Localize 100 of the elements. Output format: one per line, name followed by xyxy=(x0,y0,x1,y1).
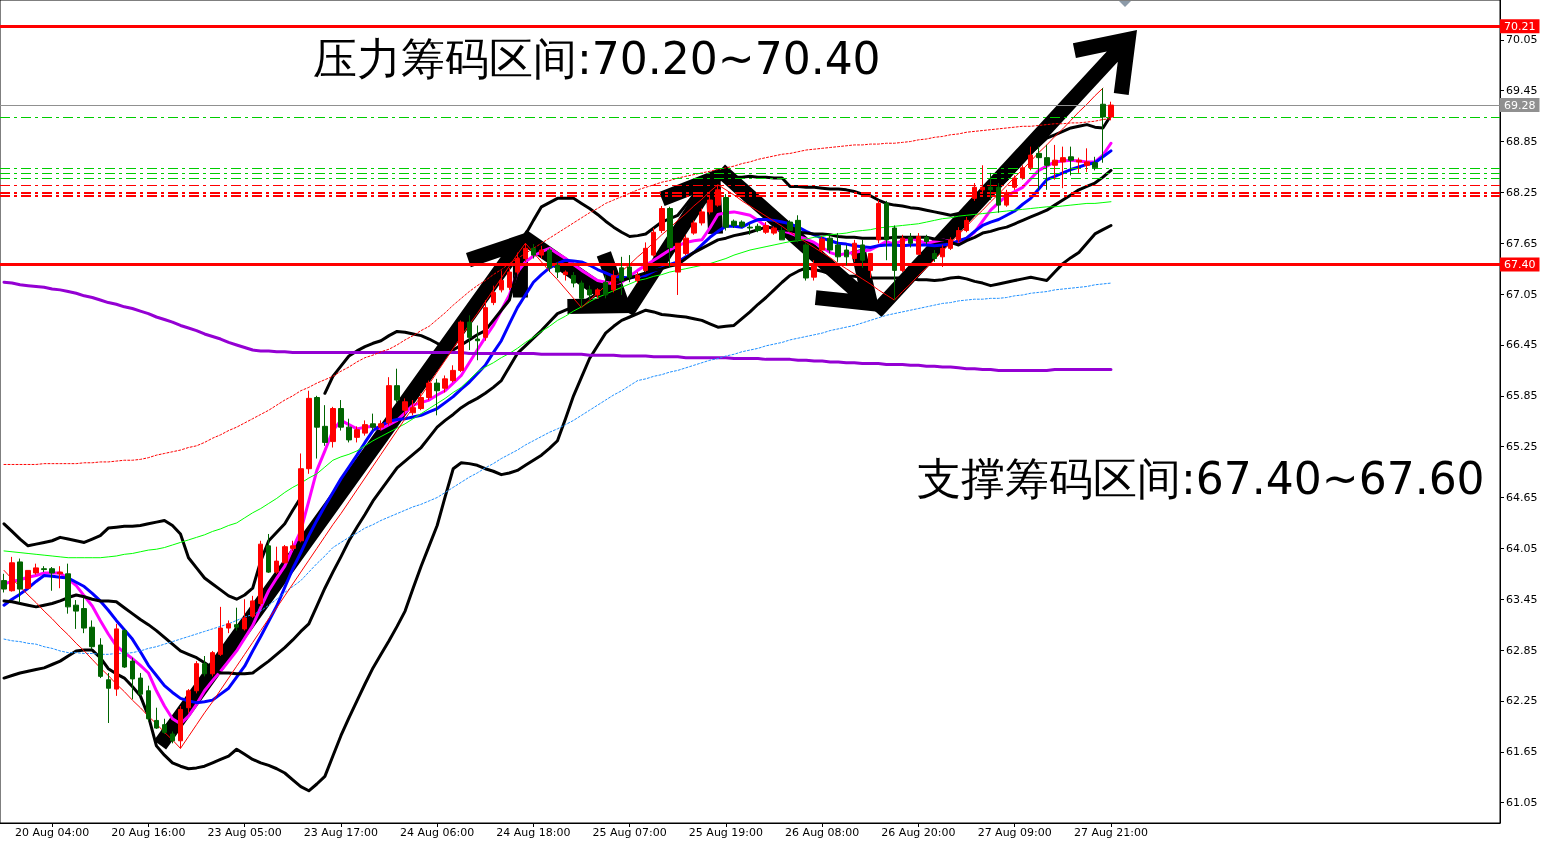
candlestick xyxy=(595,287,600,299)
candlestick xyxy=(33,563,39,576)
candlestick xyxy=(964,216,969,233)
candlestick xyxy=(924,234,929,245)
candlestick xyxy=(739,219,745,229)
y-tick-label: 66.45 xyxy=(1506,338,1538,352)
candlestick xyxy=(667,206,673,268)
candlestick xyxy=(603,274,608,299)
candlestick xyxy=(1068,146,1074,176)
candlestick xyxy=(394,368,400,404)
candlestick xyxy=(747,223,753,236)
candlestick xyxy=(306,390,312,475)
candlestick xyxy=(386,376,392,426)
candlestick xyxy=(771,225,777,236)
candlestick xyxy=(242,598,247,632)
annotation: 支撑筹码区间:67.40~67.60 xyxy=(917,453,1485,504)
candlestick xyxy=(619,256,624,296)
candlestick xyxy=(410,399,416,416)
y-tick-label: 64.65 xyxy=(1506,491,1538,505)
candlestick xyxy=(186,688,191,714)
ref-line-label: 67.40 xyxy=(1504,257,1536,271)
x-tick-label: 26 Aug 08:00 xyxy=(785,826,860,839)
candlestick xyxy=(290,540,296,552)
candlestick xyxy=(338,399,344,432)
candlestick xyxy=(418,392,424,411)
candlestick xyxy=(106,672,111,724)
y-tick-label: 62.25 xyxy=(1506,694,1538,708)
candlestick xyxy=(835,232,841,263)
y-tick-label: 64.05 xyxy=(1506,541,1538,555)
candlestick xyxy=(346,418,352,443)
candlestick xyxy=(651,227,656,258)
candlestick xyxy=(876,199,881,244)
candlestick xyxy=(932,249,937,263)
candlestick xyxy=(266,533,271,574)
candlestick xyxy=(162,718,167,735)
candlestick xyxy=(114,623,119,697)
candlestick xyxy=(659,205,665,234)
x-tick-label: 23 Aug 17:00 xyxy=(303,826,378,839)
x-tick-label: 24 Aug 18:00 xyxy=(496,826,571,839)
candlestick xyxy=(1100,87,1106,164)
candlestick xyxy=(25,569,31,590)
candlestick xyxy=(370,413,376,432)
candlestick xyxy=(475,324,480,361)
candlestick xyxy=(57,565,63,589)
candlestick xyxy=(1092,156,1098,171)
candlestick xyxy=(250,595,255,619)
candlestick xyxy=(1036,146,1042,191)
candlestick xyxy=(531,243,536,260)
candlestick xyxy=(563,269,568,282)
candlestick xyxy=(579,280,584,309)
candlestick xyxy=(450,364,456,383)
candlestick xyxy=(49,566,55,592)
candlestick xyxy=(154,707,159,730)
candlestick xyxy=(699,208,705,226)
annotation: 压力筹码区间:70.20~70.40 xyxy=(313,33,881,84)
candlestick xyxy=(426,380,432,401)
candlestick xyxy=(988,172,993,201)
candlestick xyxy=(555,261,560,279)
candlestick xyxy=(908,232,913,248)
candlestick xyxy=(1044,144,1050,191)
candlestick xyxy=(362,419,368,437)
candlestick xyxy=(210,650,215,677)
candlestick xyxy=(803,242,809,282)
y-tick-label: 63.45 xyxy=(1506,592,1538,606)
candlestick xyxy=(571,271,576,288)
candlestick xyxy=(9,556,15,593)
x-tick-label: 27 Aug 21:00 xyxy=(1073,826,1149,839)
x-tick-label: 26 Aug 20:00 xyxy=(881,826,956,839)
candlestick xyxy=(491,285,496,306)
candlestick xyxy=(226,619,231,634)
y-tick-label: 65.25 xyxy=(1506,440,1538,454)
candlestick xyxy=(467,314,472,351)
candlestick xyxy=(402,397,408,416)
candlestick xyxy=(65,563,71,615)
x-tick-label: 20 Aug 16:00 xyxy=(111,826,186,839)
candlestick xyxy=(539,245,544,260)
candlestick xyxy=(755,223,761,233)
candlestick xyxy=(138,672,143,697)
candlestick xyxy=(81,597,87,634)
y-tick-label: 65.85 xyxy=(1506,389,1538,403)
candlestick xyxy=(1084,147,1090,173)
y-tick-label: 61.65 xyxy=(1506,745,1538,759)
candlestick xyxy=(330,406,336,449)
candlestick xyxy=(483,299,488,342)
candlestick xyxy=(819,235,825,254)
y-tick-label: 67.05 xyxy=(1506,287,1538,301)
candlestick xyxy=(202,655,207,677)
x-tick-label: 27 Aug 09:00 xyxy=(977,826,1052,839)
candlestick xyxy=(234,607,239,632)
candlestick xyxy=(1028,146,1033,171)
y-tick-label: 69.45 xyxy=(1506,84,1538,98)
y-tick-label: 61.05 xyxy=(1506,796,1538,810)
candlestick xyxy=(996,182,1001,214)
candlestick xyxy=(827,232,833,254)
candlestick xyxy=(611,269,616,293)
candlestick xyxy=(691,219,697,236)
candlestick xyxy=(683,234,689,256)
candlestick xyxy=(779,226,785,241)
y-tick-label: 62.85 xyxy=(1506,643,1538,657)
y-tick-label: 70.05 xyxy=(1506,33,1538,47)
